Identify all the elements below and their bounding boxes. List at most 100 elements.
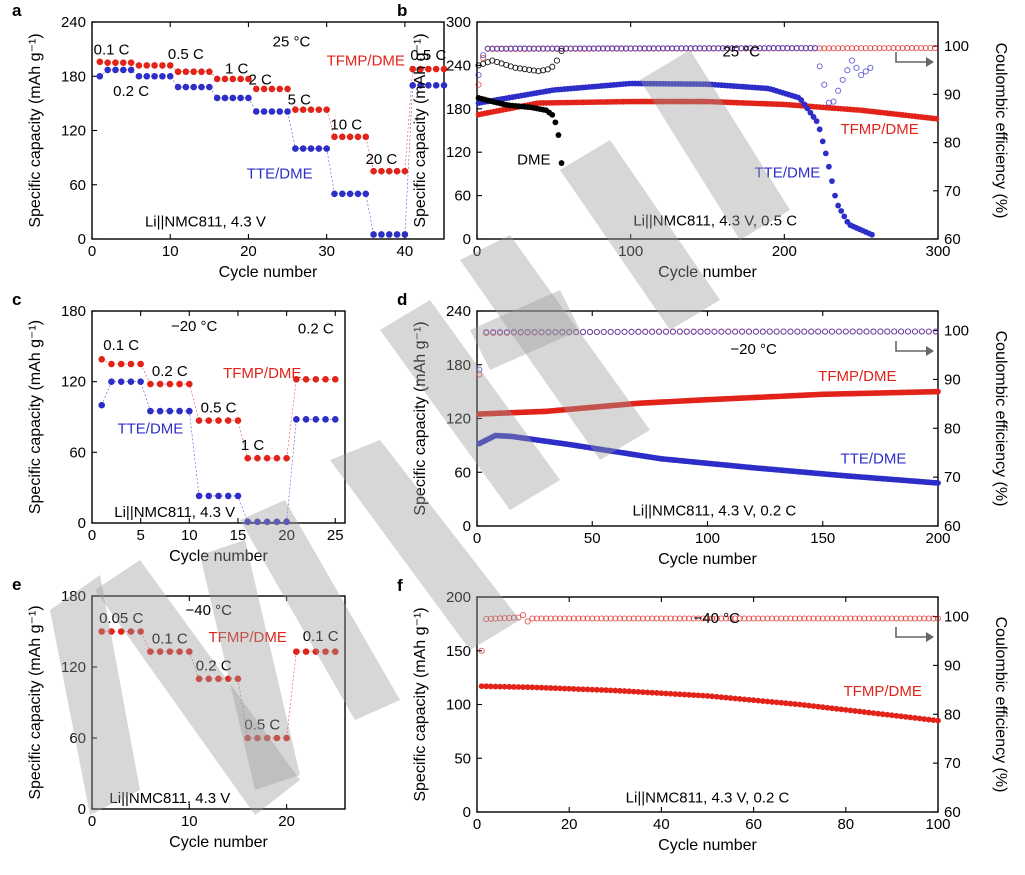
capacity-point — [933, 115, 940, 122]
ce-point — [655, 45, 662, 52]
annotation-label: 10 C — [330, 117, 362, 134]
data-point — [362, 133, 370, 141]
capacity-point — [663, 690, 669, 697]
ce-point — [664, 45, 671, 52]
data-point — [224, 492, 232, 500]
ce-point — [761, 45, 768, 52]
ce-point — [862, 45, 869, 52]
ce-point — [812, 44, 819, 52]
data-point — [186, 407, 193, 415]
y-tick-label: 60 — [69, 444, 86, 461]
ce-point — [853, 45, 860, 52]
ce-point — [521, 45, 528, 52]
ce-point — [704, 615, 711, 622]
data-point — [213, 94, 221, 102]
annotation-label: TTE/DME — [247, 165, 313, 182]
ce-point — [535, 68, 542, 75]
ce-point — [773, 328, 780, 335]
capacity-point — [635, 688, 642, 695]
capacity-point — [838, 208, 845, 214]
y-tick-label: 150 — [446, 643, 471, 660]
ce-point — [701, 45, 708, 52]
series-tte-dme — [475, 44, 875, 238]
ce-point — [515, 614, 522, 621]
capacity-point — [543, 684, 550, 691]
annotation-label: Li||NMC811, 4.3 V, 0.2 C — [633, 502, 797, 519]
series-dme — [475, 47, 565, 166]
capacity-point — [902, 713, 909, 720]
ce-point — [475, 71, 482, 79]
data-point — [409, 81, 417, 89]
capacity-point — [580, 686, 586, 693]
ce-point — [715, 45, 722, 52]
data-point — [229, 75, 237, 83]
data-point — [322, 416, 329, 423]
y-tick-label: 240 — [446, 57, 471, 74]
capacity-point — [483, 683, 490, 690]
capacity-point — [842, 706, 849, 713]
ce-point — [768, 615, 776, 622]
ce-point — [835, 328, 842, 335]
ce-point — [484, 45, 491, 52]
ce-point — [847, 615, 854, 622]
capacity-point — [750, 697, 757, 704]
data-point — [176, 380, 183, 388]
data-point — [409, 65, 417, 73]
ce-point — [932, 328, 939, 335]
ce-point — [738, 45, 745, 52]
ce-point — [794, 328, 801, 335]
ce-point — [516, 65, 524, 72]
ce-point — [530, 45, 537, 52]
data-point — [276, 85, 284, 93]
data-point — [176, 407, 183, 415]
data-point — [166, 648, 174, 655]
capacity-point — [861, 709, 868, 715]
ce-point — [627, 45, 634, 52]
ce-point — [614, 328, 621, 335]
ce-point — [658, 615, 665, 622]
x-tick-label: 30 — [318, 243, 335, 260]
x-axis-label: Cycle number — [658, 551, 757, 568]
ce-point — [498, 45, 505, 52]
data-point — [98, 628, 106, 635]
panel-label: a — [12, 1, 22, 20]
capacity-point — [778, 699, 785, 706]
data-point — [143, 62, 151, 69]
data-point — [378, 231, 385, 238]
ce-point — [808, 328, 815, 335]
capacity-point — [501, 683, 508, 690]
ce-point — [521, 66, 528, 73]
ce-point — [604, 45, 611, 52]
capacity-point — [925, 716, 932, 723]
capacity-point — [736, 696, 743, 702]
ce-point — [848, 57, 855, 64]
ce-point — [584, 615, 591, 622]
capacity-point — [718, 694, 725, 701]
data-point — [186, 648, 193, 655]
y-tick-label: 0 — [463, 804, 471, 821]
y-tick-label: 300 — [446, 14, 471, 31]
capacity-point — [487, 683, 494, 690]
x-tick-label: 200 — [925, 530, 950, 547]
ce-point — [653, 615, 660, 622]
y-tick-label: 180 — [61, 303, 86, 320]
capacity-point — [549, 111, 556, 118]
ce-point — [540, 45, 547, 52]
capacity-point — [755, 697, 762, 704]
ce-point — [828, 328, 836, 335]
data-point — [322, 376, 329, 383]
data-point — [273, 518, 281, 526]
ce-point — [891, 328, 898, 335]
capacity-point — [796, 701, 803, 708]
ce-point — [579, 615, 587, 622]
capacity-point — [835, 202, 842, 209]
ce-point — [609, 45, 616, 52]
ce-point — [877, 328, 884, 335]
x-tick-label: 20 — [278, 527, 295, 544]
ce-point — [930, 615, 937, 622]
data-point — [273, 734, 281, 742]
ce-point — [890, 45, 897, 52]
data-point — [292, 106, 299, 114]
capacity-point — [912, 715, 918, 721]
x-tick-label: 20 — [561, 816, 578, 833]
